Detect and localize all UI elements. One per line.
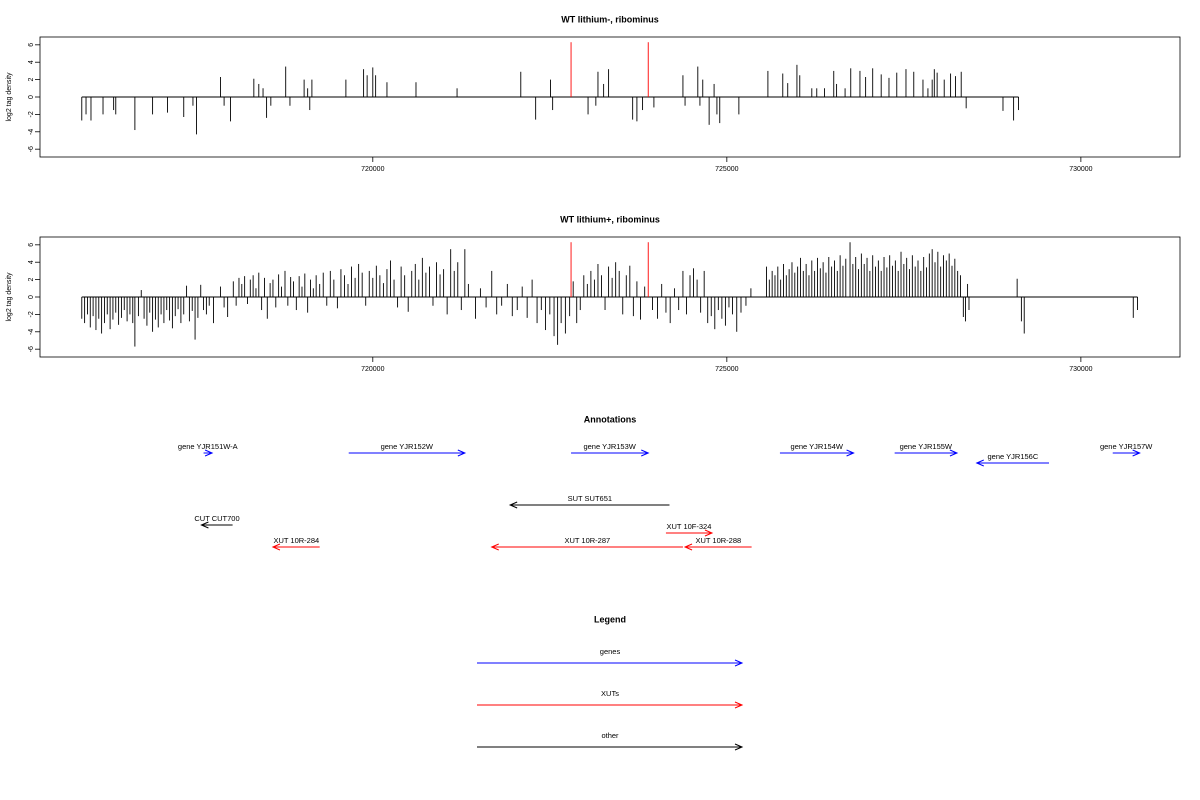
feature-label: gene YJR157W (1100, 442, 1153, 451)
y-tick-label: 4 (28, 260, 35, 264)
feature-arrow (271, 543, 320, 551)
feature-label: gene YJR153W (583, 442, 636, 451)
feature-label: XUT 10R-287 (564, 536, 610, 545)
arrow-head (200, 521, 209, 529)
feature-arrow (348, 449, 467, 457)
arrow-head (734, 743, 744, 751)
y-tick-label: -4 (28, 329, 35, 335)
feature-label: gene YJR151W-A (178, 442, 238, 451)
feature-arrow (894, 449, 959, 457)
y-tick-label: -6 (28, 346, 35, 352)
arrow-head (949, 449, 959, 457)
x-tick-label: 725000 (715, 166, 738, 173)
y-tick-label: 0 (28, 95, 35, 99)
feature-label: XUT 10R-288 (695, 536, 741, 545)
legend-label: other (601, 731, 619, 740)
arrow-head (734, 659, 744, 667)
y-tick-label: 2 (28, 278, 35, 282)
arrow-head (490, 543, 499, 551)
feature-label: XUT 10R-284 (273, 536, 319, 545)
y-tick-label: -2 (28, 311, 35, 317)
feature-arrow (200, 521, 233, 529)
arrow-head (508, 501, 518, 509)
feature-arrow (1112, 449, 1141, 457)
y-tick-label: 6 (28, 243, 35, 247)
arrow-head (975, 459, 984, 467)
arrow-head (204, 449, 214, 457)
arrow-head (704, 529, 714, 537)
feature-arrow (665, 529, 714, 537)
feature-label: gene YJR155W (900, 442, 953, 451)
legend-label: XUTs (601, 689, 619, 698)
arrow-head (683, 543, 693, 551)
y-tick-label: -4 (28, 129, 35, 135)
feature-arrow (490, 543, 683, 551)
feature-arrow (571, 449, 650, 457)
x-tick-label: 730000 (1069, 166, 1092, 173)
feature-arrow (203, 449, 214, 457)
feature-label: XUT 10F-324 (667, 522, 712, 531)
feature-arrow (779, 449, 855, 457)
y-tick-label: -6 (28, 146, 35, 152)
x-tick-label: 725000 (715, 366, 738, 373)
feature-arrow (683, 543, 752, 551)
y-axis-label: log2 tag density (6, 272, 13, 322)
feature-label: CUT CUT700 (194, 514, 239, 523)
chart-title: WT lithium-, ribominus (561, 14, 659, 24)
feature-label: gene YJR152W (381, 442, 434, 451)
arrow-head (846, 449, 855, 457)
feature-label: SUT SUT651 (568, 494, 612, 503)
y-tick-label: -2 (28, 111, 35, 117)
x-tick-label: 720000 (361, 166, 384, 173)
arrow-head (1132, 449, 1141, 457)
arrow-head (641, 449, 650, 457)
y-tick-label: 6 (28, 43, 35, 47)
y-tick-label: 0 (28, 295, 35, 299)
feature-label: gene YJR156C (988, 452, 1039, 461)
x-tick-label: 730000 (1069, 366, 1092, 373)
feature-arrow (975, 459, 1050, 467)
arrow-head (271, 543, 281, 551)
legend-arrow (477, 743, 744, 751)
annotations-title: Annotations (584, 414, 637, 424)
y-tick-label: 2 (28, 78, 35, 82)
feature-arrow (508, 501, 670, 509)
legend-label: genes (600, 647, 621, 656)
x-tick-label: 720000 (361, 366, 384, 373)
chart-title: WT lithium+, ribominus (560, 214, 660, 224)
legend-title: Legend (594, 614, 626, 624)
feature-label: gene YJR154W (791, 442, 844, 451)
y-tick-label: 4 (28, 60, 35, 64)
legend-arrow (477, 701, 744, 709)
legend-arrow (477, 659, 744, 667)
arrow-head (734, 701, 744, 709)
arrow-head (457, 449, 467, 457)
y-axis-label: log2 tag density (6, 72, 13, 122)
